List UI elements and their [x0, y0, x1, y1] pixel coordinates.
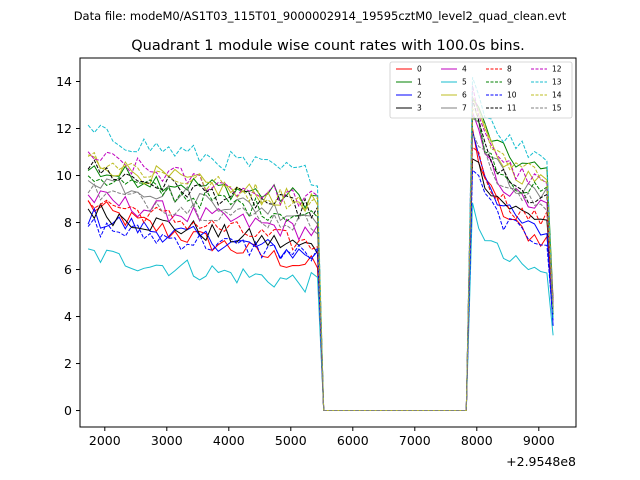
y-tick-label: 10 [56, 168, 72, 183]
legend-label-11: 11 [507, 104, 517, 113]
series-line-14 [87, 107, 554, 411]
series-line-10 [87, 169, 554, 411]
x-offset-label: +2.9548e8 [506, 454, 576, 469]
x-tick-label: 3000 [151, 433, 183, 448]
legend-label-1: 1 [417, 78, 422, 87]
legend-label-14: 14 [552, 91, 562, 100]
y-tick-label: 2 [64, 356, 72, 371]
legend-label-0: 0 [417, 65, 422, 74]
legend-label-13: 13 [552, 78, 562, 87]
x-tick-label: 4000 [213, 433, 245, 448]
y-tick-label: 12 [56, 121, 72, 136]
series-line-13 [87, 77, 554, 411]
y-tick-label: 6 [64, 262, 72, 277]
legend-box [389, 61, 573, 119]
series-line-7 [87, 117, 554, 411]
series-line-5 [87, 202, 554, 411]
x-tick-label: 7000 [399, 433, 431, 448]
legend-label-9: 9 [507, 78, 512, 87]
y-tick-label: 8 [64, 215, 72, 230]
x-tick-label: 5000 [275, 433, 307, 448]
chart-title: Quadrant 1 module wise count rates with … [131, 38, 525, 54]
plot-frame [79, 57, 577, 428]
legend-label-8: 8 [507, 65, 512, 74]
y-tick-label: 4 [64, 309, 72, 324]
legend-label-10: 10 [507, 91, 517, 100]
series-line-15 [87, 132, 554, 411]
legend-label-6: 6 [462, 91, 467, 100]
axes-layer: 2000 3000 4000 5000 6000 7000 8000 900002468101… [56, 57, 577, 448]
legend-label-15: 15 [552, 104, 562, 113]
chart-suptitle: Data file: modeM0/AS1T03_115T01_90000029… [74, 9, 567, 23]
series-line-4 [87, 112, 554, 411]
legend-label-7: 7 [462, 104, 467, 113]
x-tick-label: 9000 [523, 433, 555, 448]
legend-label-3: 3 [417, 104, 422, 113]
legend-label-2: 2 [417, 91, 422, 100]
y-tick-label: 14 [56, 74, 72, 89]
y-tick-label: 0 [64, 403, 72, 418]
x-tick-label: 8000 [461, 433, 493, 448]
legend-label-12: 12 [552, 65, 562, 74]
legend-label-4: 4 [462, 65, 467, 74]
legend-label-5: 5 [462, 78, 467, 87]
series-line-3 [87, 158, 554, 411]
x-tick-label: 2000 [89, 433, 121, 448]
x-tick-label: 6000 [337, 433, 369, 448]
series-layer [87, 77, 554, 411]
series-line-12 [87, 85, 554, 411]
series-line-9 [87, 115, 554, 411]
